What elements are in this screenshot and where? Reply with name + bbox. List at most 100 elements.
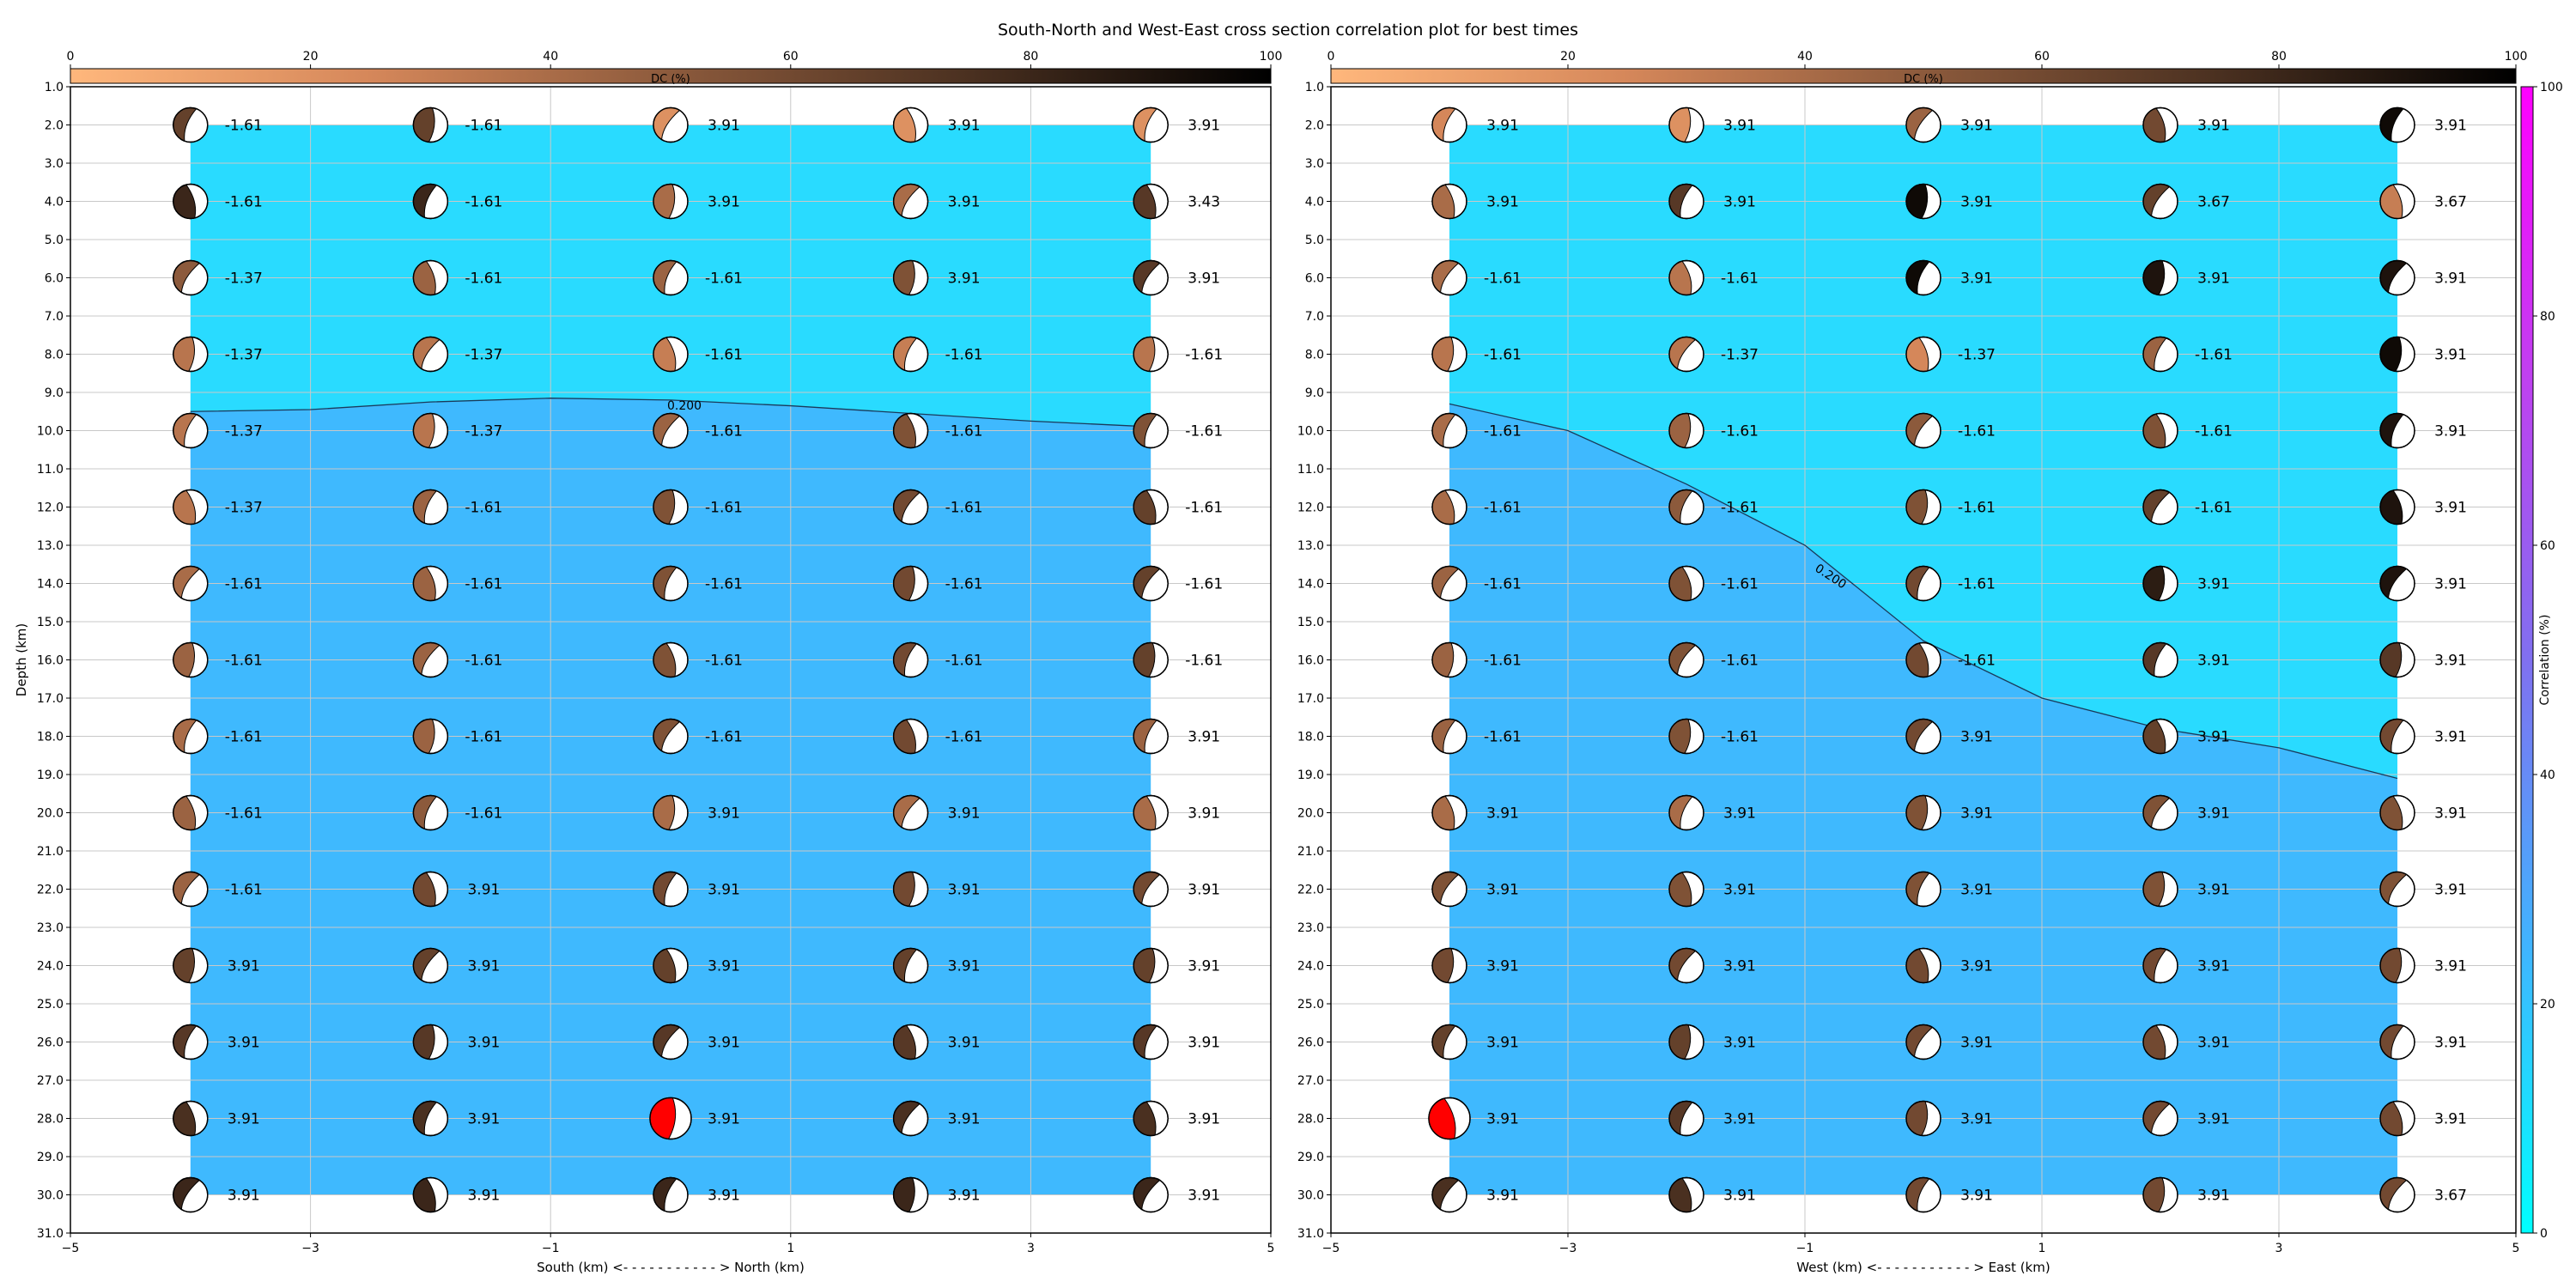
dc-colorbar-tick-label: 0 (67, 50, 75, 64)
beachball-rim (1133, 106, 1169, 143)
beachball-mechanism (173, 1100, 209, 1137)
beachball-rim (2142, 489, 2178, 526)
time-shift-label: 3.91 (2197, 653, 2230, 670)
time-shift-label: 3.67 (2434, 1188, 2467, 1205)
beachball-rim (2379, 1024, 2415, 1060)
time-shift-label: 3.91 (228, 1035, 260, 1052)
y-axis-label: Depth (km) (14, 623, 29, 696)
x-tick-label: −3 (301, 1242, 319, 1255)
beachball-rim (173, 106, 209, 143)
beachball-mechanism (1431, 641, 1467, 678)
time-shift-label: -1.37 (1721, 347, 1759, 364)
beachball-rim (1668, 1100, 1704, 1137)
beachball-mechanism (1668, 871, 1704, 908)
beachball-mechanism (173, 183, 209, 220)
y-tick-label: 13.0 (1297, 539, 1324, 553)
time-shift-label: 3.91 (2197, 882, 2230, 899)
beachball-mechanism (1905, 1100, 1941, 1137)
y-tick-label: 9.0 (45, 386, 64, 400)
time-shift-label: -1.61 (1185, 653, 1223, 670)
beachball-rim (2379, 1176, 2415, 1213)
beachball-rim (1431, 259, 1467, 296)
time-shift-label: 3.91 (1486, 118, 1519, 135)
time-shift-label: -1.61 (705, 270, 743, 288)
beachball-rim (1133, 871, 1169, 908)
x-tick-label: 3 (2275, 1242, 2283, 1255)
y-tick-label: 21.0 (1297, 845, 1324, 859)
beachball-rim (892, 641, 929, 678)
beachball-rim (1133, 183, 1169, 220)
beachball-mechanism (892, 1024, 929, 1060)
time-shift-label: -1.61 (465, 118, 502, 135)
beachball-mechanism (2379, 641, 2415, 678)
time-shift-label: 3.91 (2434, 423, 2467, 440)
x-tick-label: −1 (1796, 1242, 1814, 1255)
beachball-mechanism (1431, 718, 1467, 755)
beachball-rim (653, 947, 689, 984)
time-shift-label: 3.91 (228, 958, 260, 975)
time-shift-label: -1.61 (1185, 500, 1223, 517)
beachball-mechanism (412, 183, 449, 220)
time-shift-label: -1.61 (945, 500, 983, 517)
beachball-compression-lobe (1431, 642, 1455, 677)
y-tick-label: 18.0 (1297, 731, 1324, 744)
beachball-rim (2142, 183, 2178, 220)
time-shift-label: 3.91 (2434, 729, 2467, 746)
beachball-mechanism (2142, 336, 2178, 373)
correlation-colorbar-label: Correlation (%) (2538, 615, 2552, 706)
dc-colorbar-label: DC (%) (1904, 73, 1943, 86)
beachball-rim (892, 336, 929, 373)
time-shift-label: -1.61 (465, 500, 502, 517)
beachball-mechanism (2379, 489, 2415, 526)
beachball-mechanism (173, 641, 209, 678)
time-shift-label: -1.61 (1185, 576, 1223, 593)
beachball-rim (173, 718, 209, 755)
beachball-mechanism (2379, 259, 2415, 296)
beachball-mechanism (892, 718, 929, 755)
beachball-mechanism (2142, 871, 2178, 908)
y-tick-label: 21.0 (37, 845, 64, 859)
beachball-rim (653, 336, 689, 373)
time-shift-label: -1.61 (1958, 576, 1996, 593)
beachball-rim (2379, 718, 2415, 755)
y-tick-label: 1.0 (45, 81, 64, 94)
time-shift-label: -1.61 (465, 576, 502, 593)
beachball-rim (2379, 336, 2415, 373)
beachball-rim (1668, 489, 1704, 526)
beachball-mechanism (2379, 336, 2415, 373)
beachball-mechanism (2379, 565, 2415, 602)
beachball-rim (173, 565, 209, 602)
beachball-rim (892, 794, 929, 831)
beachball-mechanism (2379, 183, 2415, 220)
y-tick-label: 23.0 (37, 921, 64, 935)
time-shift-label: 3.91 (1188, 1111, 1220, 1128)
dc-colorbar-tick-label: 60 (2034, 50, 2050, 64)
time-shift-label: -1.61 (225, 729, 263, 746)
y-tick-label: 13.0 (37, 539, 64, 553)
time-shift-label: -1.61 (225, 194, 263, 211)
time-shift-label: 3.91 (2434, 882, 2467, 899)
beachball-rim (2142, 641, 2178, 678)
beachball-mechanism (1668, 1024, 1704, 1060)
y-tick-label: 12.0 (1297, 501, 1324, 515)
time-shift-label: -1.61 (225, 576, 263, 593)
time-shift-label: 3.91 (2434, 500, 2467, 517)
beachball-rim (1431, 1176, 1467, 1213)
time-shift-label: 3.91 (948, 882, 981, 899)
time-shift-label: 3.91 (1188, 729, 1220, 746)
time-shift-label: -1.37 (465, 423, 502, 440)
beachball-rim (412, 1024, 449, 1060)
beachball-rim (2379, 489, 2415, 526)
y-tick-label: 19.0 (37, 769, 64, 782)
beachball-rim (1905, 259, 1941, 296)
x-axis-label: West (km) <- - - - - - - - - - - > East … (1796, 1260, 2050, 1275)
y-tick-label: 22.0 (37, 884, 64, 897)
time-shift-label: -1.61 (465, 729, 502, 746)
time-shift-label: 3.91 (948, 1188, 981, 1205)
time-shift-label: 3.91 (708, 805, 740, 823)
beachball-rim (892, 1176, 929, 1213)
y-tick-label: 31.0 (1297, 1227, 1324, 1241)
time-shift-label: 3.91 (708, 1035, 740, 1052)
beachball-mechanism (412, 1024, 449, 1060)
time-shift-label: 3.91 (708, 194, 740, 211)
